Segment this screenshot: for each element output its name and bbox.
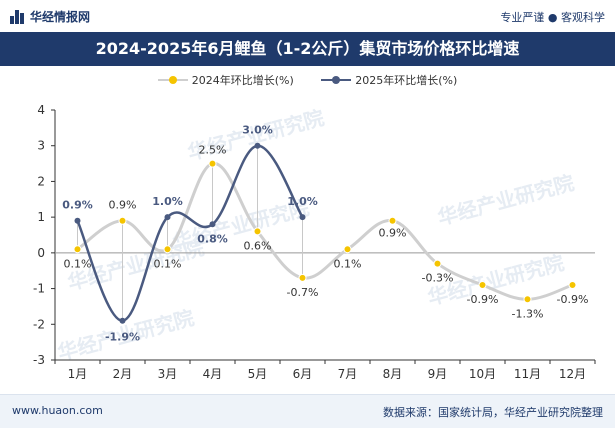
x-tick-label: 6月 [293,367,313,381]
legend-item-2025[interactable]: 2025年环比增长(%) [321,72,457,88]
series-2025-data-label: 1.0% [152,195,183,208]
chart-title: 2024-2025年6月鲤鱼（1-2公斤）集贸市场价格环比增速 [0,32,615,66]
series-2025-data-label: 3.0% [242,124,273,137]
series-2025-data-label: 0.9% [62,199,93,212]
footer: www.huaon.com 数据来源：国家统计局，华经产业研究院整理 [0,394,615,428]
series-2024-data-label: 0.9% [379,227,407,240]
logo-bars-icon [10,9,24,24]
watermark-text: 华经产业研究院 [435,170,576,229]
series-2025-point [119,317,126,324]
y-tick-label: 4 [37,103,45,117]
series-2024-point [118,216,127,225]
series-2024-point [163,245,172,254]
brand-name: 华经情报网 [30,10,91,24]
series-2024-point [208,159,217,168]
series-2025-point [209,221,216,228]
data-source: 数据来源：国家统计局，华经产业研究院整理 [383,406,603,419]
series-2024-data-label: 2.5% [199,144,227,157]
series-2025-data-label: 1.0% [287,195,318,208]
x-tick-label: 10月 [469,367,496,381]
x-tick-label: 3月 [158,367,178,381]
series-2025-point [254,142,261,149]
series-2024-data-label: 0.1% [334,257,362,270]
y-tick-label: -3 [33,353,45,367]
chart-legend: 2024年环比增长(%) 2025年环比增长(%) [0,72,615,88]
y-tick-label: 0 [37,246,45,260]
x-tick-label: 7月 [338,367,358,381]
series-2024-data-label: -1.3% [512,307,544,320]
y-tick-label: 3 [37,139,45,153]
y-tick-label: 1 [37,210,45,224]
series-2024-point [388,216,397,225]
legend-swatch-2025 [321,75,352,85]
x-tick-label: 1月 [68,367,88,381]
series-2024-point [523,295,532,304]
top-bar: 华经情报网 专业严谨 ● 客观科学 [0,0,615,33]
series-2024-point [73,245,82,254]
x-tick-label: 11月 [514,367,541,381]
series-2024-data-label: 0.6% [244,239,272,252]
y-tick-label: -1 [33,282,45,296]
legend-item-2024[interactable]: 2024年环比增长(%) [157,72,294,88]
legend-label-2025: 2025年环比增长(%) [355,74,458,87]
series-2024-data-label: 0.1% [154,257,182,270]
x-tick-label: 9月 [428,367,448,381]
legend-label-2024: 2024年环比增长(%) [191,74,294,87]
series-2025-point [164,214,171,221]
series-2024-point [343,245,352,254]
x-tick-label: 8月 [383,367,403,381]
x-tick-label: 2月 [113,367,133,381]
series-2025-point [74,217,81,224]
series-2024-point [433,259,442,268]
x-tick-label: 12月 [559,367,586,381]
series-2025-point [299,214,306,221]
brand-logo[interactable]: 华经情报网 [10,8,90,25]
series-2025-data-label: 0.8% [197,232,228,245]
series-2024-data-label: 0.1% [64,257,92,270]
x-tick-label: 5月 [248,367,268,381]
series-2024-data-label: -0.3% [422,272,454,285]
series-2024-point [568,281,577,289]
series-2024-data-label: -0.7% [287,286,319,299]
series-2024-point [253,227,262,236]
y-tick-label: -2 [33,317,45,331]
series-2024-data-label: -0.9% [557,293,589,306]
site-url[interactable]: www.huaon.com [12,404,103,417]
y-tick-label: 2 [37,174,45,188]
series-2024-data-label: 0.9% [109,199,137,212]
x-tick-label: 4月 [203,367,223,381]
tagline: 专业严谨 ● 客观科学 [500,11,605,24]
series-2025-data-label: -1.9% [105,331,140,344]
series-2024-point [298,273,307,282]
series-2024-data-label: -0.9% [467,293,499,306]
legend-swatch-2024 [157,75,188,85]
series-2024-point [478,281,487,289]
